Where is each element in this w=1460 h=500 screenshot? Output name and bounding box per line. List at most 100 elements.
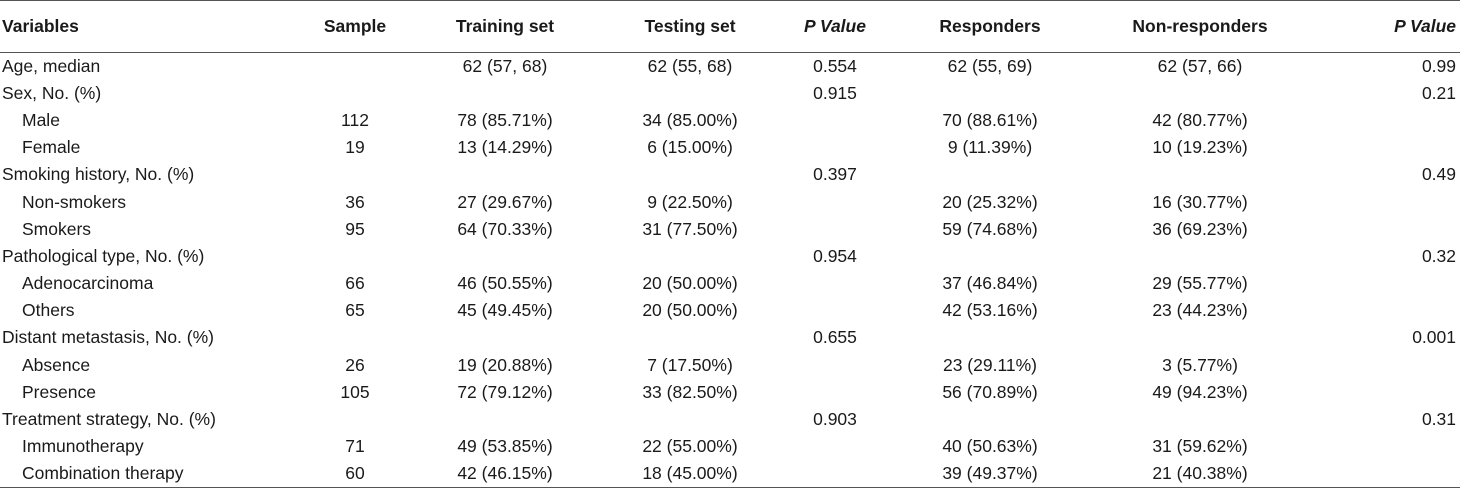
cell-p-value-1 — [780, 216, 890, 243]
cell-p-value-2 — [1310, 460, 1460, 489]
cell-p-value-1 — [780, 270, 890, 297]
cell-variable: Female — [22, 137, 81, 158]
characteristics-table: Variables Sample Training set Testing se… — [0, 0, 1460, 489]
cell-testing-set — [600, 406, 780, 433]
cell-sample: 26 — [345, 354, 365, 375]
cell-non-responders: 23 (44.23%) — [1152, 300, 1248, 321]
table-row: Sex, No. (%) 0.915 0.21 — [0, 80, 1460, 107]
cell-variable: Distant metastasis, No. (%) — [2, 327, 214, 348]
header-sample: Sample — [300, 0, 410, 53]
cell-variable: Immunotherapy — [22, 436, 144, 457]
cell-non-responders: 16 (30.77%) — [1152, 191, 1248, 212]
cell-training-set — [410, 406, 600, 433]
cell-non-responders: 62 (57, 66) — [1157, 55, 1243, 76]
cell-sample: 66 — [345, 273, 365, 294]
cell-non-responders — [1090, 80, 1310, 107]
cell-testing-set: 20 (50.00%) — [642, 300, 738, 321]
cell-p-value-1 — [780, 352, 890, 379]
cell-testing-set: 33 (82.50%) — [642, 381, 738, 402]
table-row: Pathological type, No. (%) 0.954 0.32 — [0, 243, 1460, 270]
cell-responders — [890, 161, 1090, 188]
cell-responders: 62 (55, 69) — [947, 55, 1033, 76]
header-training-set: Training set — [410, 0, 600, 53]
cell-testing-set: 34 (85.00%) — [642, 109, 738, 130]
cell-sample — [300, 161, 410, 188]
cell-p-value-2: 0.001 — [1412, 327, 1456, 348]
cell-non-responders — [1090, 243, 1310, 270]
cell-non-responders: 31 (59.62%) — [1152, 436, 1248, 457]
cell-testing-set — [600, 324, 780, 351]
cell-non-responders: 42 (80.77%) — [1152, 109, 1248, 130]
cell-training-set: 64 (70.33%) — [457, 218, 553, 239]
table-row: Male 112 78 (85.71%) 34 (85.00%) 70 (88.61%)… — [0, 107, 1460, 134]
table-row: Treatment strategy, No. (%) 0.903 0.31 — [0, 406, 1460, 433]
cell-training-set: 19 (20.88%) — [457, 354, 553, 375]
cell-variable: Treatment strategy, No. (%) — [2, 409, 216, 430]
cell-training-set — [410, 324, 600, 351]
cell-non-responders — [1090, 324, 1310, 351]
cell-responders: 9 (11.39%) — [947, 137, 1033, 158]
cell-p-value-1: 0.655 — [813, 327, 857, 348]
cell-testing-set: 6 (15.00%) — [647, 137, 733, 158]
cell-non-responders: 21 (40.38%) — [1090, 460, 1310, 489]
cell-responders: 59 (74.68%) — [942, 218, 1038, 239]
table-row: Age, median 62 (57, 68) 62 (55, 68) 0.554 62… — [0, 53, 1460, 80]
cell-testing-set: 62 (55, 68) — [647, 55, 733, 76]
cell-sample — [300, 406, 410, 433]
cell-responders: 37 (46.84%) — [942, 273, 1038, 294]
cell-p-value-1: 0.915 — [813, 82, 857, 103]
cell-p-value-2 — [1310, 270, 1460, 297]
cell-sample — [300, 53, 410, 80]
cell-non-responders — [1090, 161, 1310, 188]
cell-sample: 36 — [345, 191, 365, 212]
cell-variable: Others — [22, 300, 75, 321]
cell-sample: 112 — [341, 109, 369, 130]
cell-testing-set: 31 (77.50%) — [642, 218, 738, 239]
cell-p-value-2 — [1310, 379, 1460, 406]
cell-p-value-1: 0.903 — [813, 409, 857, 430]
cell-p-value-2 — [1310, 433, 1460, 460]
cell-sample: 65 — [345, 300, 365, 321]
cell-p-value-1 — [780, 188, 890, 215]
header-non-responders: Non-responders — [1090, 0, 1310, 53]
cell-p-value-1 — [780, 379, 890, 406]
table-row: Others 65 45 (49.45%) 20 (50.00%) 42 (53.16%… — [0, 297, 1460, 324]
cell-variable: Smoking history, No. (%) — [2, 164, 195, 185]
cell-training-set: 27 (29.67%) — [457, 191, 553, 212]
table-row: Distant metastasis, No. (%) 0.655 0.001 — [0, 324, 1460, 351]
cell-responders: 42 (53.16%) — [942, 300, 1038, 321]
cell-p-value-2: 0.49 — [1421, 164, 1456, 185]
cell-testing-set: 18 (45.00%) — [600, 460, 780, 489]
cell-p-value-2: 0.32 — [1421, 245, 1456, 266]
table-header: Variables Sample Training set Testing se… — [0, 0, 1460, 53]
cell-variable: Absence — [22, 354, 91, 375]
table-row: Non-smokers 36 27 (29.67%) 9 (22.50%) 20 (25… — [0, 188, 1460, 215]
cell-p-value-2: 0.99 — [1421, 55, 1456, 76]
header-variables: Variables — [0, 0, 300, 53]
cell-variable: Combination therapy — [0, 460, 300, 489]
header-testing-set: Testing set — [600, 0, 780, 53]
cell-p-value-2 — [1310, 216, 1460, 243]
table-row: Combination therapy 60 42 (46.15%) 18 (45.0… — [0, 460, 1460, 489]
cell-sample: 71 — [345, 436, 365, 457]
cell-p-value-1: 0.954 — [813, 245, 857, 266]
table-row: Presence 105 72 (79.12%) 33 (82.50%) 56 (70.… — [0, 379, 1460, 406]
cell-responders: 70 (88.61%) — [942, 109, 1038, 130]
cell-responders: 40 (50.63%) — [942, 436, 1038, 457]
cell-variable: Smokers — [22, 218, 92, 239]
cell-variable: Non-smokers — [22, 191, 127, 212]
cell-training-set: 78 (85.71%) — [457, 109, 553, 130]
cell-sample — [300, 80, 410, 107]
table-row: Immunotherapy 71 49 (53.85%) 22 (55.00%) 40 … — [0, 433, 1460, 460]
cell-testing-set: 9 (22.50%) — [647, 191, 733, 212]
cell-training-set: 13 (14.29%) — [457, 137, 553, 158]
cell-training-set: 42 (46.15%) — [410, 460, 600, 489]
cell-non-responders: 3 (5.77%) — [1162, 354, 1238, 375]
cell-responders: 23 (29.11%) — [942, 354, 1038, 375]
cell-testing-set — [600, 161, 780, 188]
cell-variable: Pathological type, No. (%) — [2, 245, 205, 266]
table-body: Age, median 62 (57, 68) 62 (55, 68) 0.554 62… — [0, 53, 1460, 489]
cell-sample: 95 — [345, 218, 365, 239]
cell-variable: Presence — [22, 381, 96, 402]
